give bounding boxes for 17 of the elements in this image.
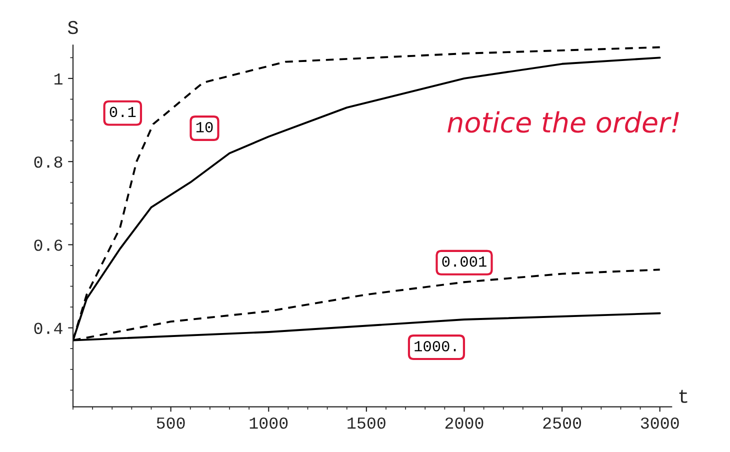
x-tick-label: 3000 <box>640 417 679 429</box>
y-tick-label: 0.8 <box>34 156 62 168</box>
y-tick-label: 1 <box>54 74 62 84</box>
series-label: 0.001 <box>442 256 486 267</box>
x-tick-label: 1000 <box>250 417 288 429</box>
series-label: 10 <box>196 122 213 132</box>
x-tick-label: 2500 <box>543 417 582 429</box>
x-tick-label: 500 <box>156 417 185 429</box>
y-axis-title: S <box>68 20 78 34</box>
x-tick-label: 1500 <box>348 417 386 429</box>
x-axis-title: t <box>679 390 688 403</box>
y-tick-label: 0.4 <box>34 322 62 334</box>
annotation: notice the order! <box>448 111 679 133</box>
series-label: 0.1 <box>110 106 136 118</box>
y-tick-label: 0.6 <box>34 240 62 251</box>
series-label: 1000. <box>414 341 456 352</box>
x-tick-label: 2000 <box>445 417 484 429</box>
